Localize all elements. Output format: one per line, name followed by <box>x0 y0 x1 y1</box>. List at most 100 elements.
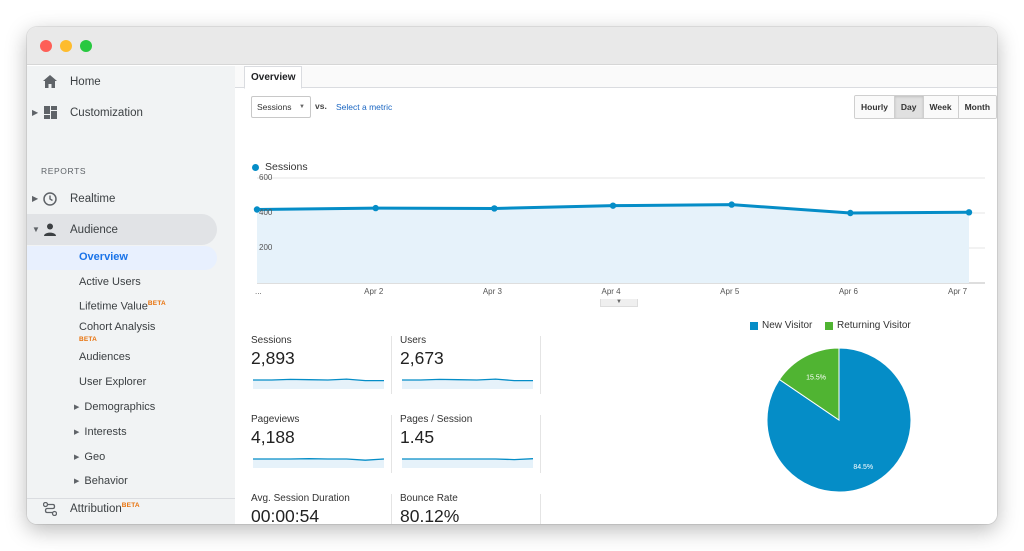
sidebar-subitem-audiences[interactable]: Audiences <box>79 351 131 363</box>
legend-swatch <box>750 321 758 330</box>
expand-caret-icon: ▶ <box>74 454 80 461</box>
metric-label: Bounce Rate <box>400 493 458 504</box>
x-tick-label: Apr 4 <box>601 287 621 296</box>
sidebar-item-customization[interactable]: ▶ Customization <box>27 97 217 128</box>
expand-caret-icon: ▶ <box>74 429 80 436</box>
chevron-down-icon: ▼ <box>299 104 305 110</box>
x-tick-label: Apr 3 <box>482 287 502 296</box>
zoom-window-button[interactable] <box>80 40 92 52</box>
sidebar-item-label: Home <box>70 75 101 88</box>
sidebar-subitem-label: Lifetime Value <box>79 300 148 313</box>
data-point <box>965 209 973 216</box>
vs-label: vs. <box>315 101 327 111</box>
sparkline-line <box>402 458 534 461</box>
browser-window: Home ▶ Customization REPORTS ▶ Realtime … <box>27 27 997 524</box>
person-icon <box>42 222 58 238</box>
sidebar-subitem-lifetime-value[interactable]: Lifetime ValueBETA <box>79 300 166 313</box>
data-point <box>847 209 854 217</box>
sidebar: Home ▶ Customization REPORTS ▶ Realtime … <box>27 66 235 524</box>
x-tick-label: Apr 5 <box>720 287 740 296</box>
sidebar-subitem-demographics[interactable]: ▶ Demographics <box>74 401 155 413</box>
tab-overview[interactable]: Overview <box>244 66 303 89</box>
home-icon <box>42 74 58 90</box>
data-point <box>491 205 498 212</box>
visitor-pie-chart: 84.5% 15.5% <box>766 347 912 493</box>
expand-caret-icon: ▶ <box>74 404 80 411</box>
sidebar-subitem-active-users[interactable]: Active Users <box>79 276 141 288</box>
sidebar-subitem-cohort-analysis[interactable]: Cohort Analysis BETA <box>79 322 155 345</box>
sparkline-line <box>253 458 385 461</box>
clock-icon <box>42 191 58 207</box>
data-point <box>372 204 379 212</box>
legend-label: Sessions <box>265 161 308 173</box>
x-tick-label: Apr 7 <box>948 287 968 296</box>
sidebar-item-label: Realtime <box>70 192 116 205</box>
sidebar-item-realtime[interactable]: ▶ Realtime <box>27 183 217 214</box>
sparkline-area <box>253 458 384 468</box>
period-week-button[interactable]: Week <box>923 96 959 118</box>
tile-divider <box>391 415 392 473</box>
pie-data-label: 15.5% <box>806 375 826 382</box>
metric-value: 2,673 <box>400 348 444 368</box>
pie-legend-new-visitor: New Visitor <box>750 320 812 331</box>
period-hourly-button[interactable]: Hourly <box>855 96 895 118</box>
metric-label: Pages / Session <box>400 414 473 425</box>
sessions-line-chart <box>253 177 985 284</box>
period-month-button[interactable]: Month <box>958 96 997 118</box>
sparkline-line <box>253 378 384 382</box>
metric-value: 4,188 <box>251 427 295 447</box>
chart-resize-handle[interactable]: ▼ <box>600 299 638 307</box>
legend-swatch <box>252 163 259 171</box>
expand-caret-icon: ▶ <box>74 478 80 485</box>
metric-pages-per-session[interactable]: Pages / Session 1.45 <box>400 414 535 472</box>
sidebar-item-attribution[interactable]: AttributionBETA <box>27 493 217 524</box>
metric-users[interactable]: Users 2,673 <box>400 335 535 393</box>
metric-avg-session-duration[interactable]: Avg. Session Duration 00:00:54 <box>251 493 386 524</box>
collapse-caret-icon: ▼ <box>32 225 40 234</box>
data-point <box>728 201 735 208</box>
sidebar-subitem-label: Behavior <box>84 475 128 487</box>
expand-caret-icon: ▶ <box>32 194 39 203</box>
tile-divider <box>391 494 392 524</box>
metric-sessions[interactable]: Sessions 2,893 <box>251 335 386 393</box>
expand-caret-icon: ▶ <box>32 108 39 117</box>
metric-pageviews[interactable]: Pageviews 4,188 <box>251 414 386 472</box>
metric-sparkline <box>402 458 534 468</box>
metric-select[interactable]: Sessions ▼ <box>251 96 311 118</box>
pie-slice <box>766 347 912 493</box>
x-tick-label: Apr 6 <box>838 287 858 296</box>
period-day-button[interactable]: Day <box>894 96 924 118</box>
sidebar-item-audience[interactable]: ▼ Audience <box>27 214 217 245</box>
sparkline-area <box>402 379 533 389</box>
legend-swatch <box>825 321 833 330</box>
select-metric-link[interactable]: Select a metric <box>336 102 393 112</box>
beta-badge: BETA <box>79 336 98 343</box>
legend-label: Returning Visitor <box>837 320 911 331</box>
sidebar-subitem-overview[interactable]: Overview <box>27 246 217 270</box>
dashboard-icon <box>42 105 58 121</box>
sidebar-subitem-label: Overview <box>79 251 128 263</box>
main-panel: Overview Sessions ▼ vs. Select a metric … <box>235 66 997 524</box>
sidebar-subitem-user-explorer[interactable]: User Explorer <box>79 376 147 388</box>
metric-value: 1.45 <box>400 427 435 447</box>
series-area <box>257 204 969 283</box>
period-toggle: Hourly Day Week Month <box>854 95 997 119</box>
sidebar-subitem-label: Demographics <box>84 401 156 413</box>
reports-heading: REPORTS <box>41 166 87 176</box>
sidebar-subitem-behavior[interactable]: ▶ Behavior <box>74 475 128 487</box>
close-window-button[interactable] <box>40 40 52 52</box>
metric-sparkline <box>253 458 385 468</box>
sparkline-line <box>402 378 533 382</box>
metric-value: 2,893 <box>251 348 295 368</box>
beta-badge: BETA <box>147 300 166 307</box>
tile-divider <box>391 336 392 394</box>
metric-bounce-rate[interactable]: Bounce Rate 80.12% <box>400 493 535 524</box>
y-tick-label: 600 <box>259 173 273 182</box>
metric-label: Sessions <box>251 335 292 346</box>
tile-divider <box>540 494 541 524</box>
sidebar-subitem-interests[interactable]: ▶ Interests <box>74 426 127 438</box>
minimize-window-button[interactable] <box>60 40 72 52</box>
sidebar-subitem-geo[interactable]: ▶ Geo <box>74 451 105 463</box>
sidebar-item-home[interactable]: Home <box>27 66 217 97</box>
pie-slice <box>778 347 840 421</box>
